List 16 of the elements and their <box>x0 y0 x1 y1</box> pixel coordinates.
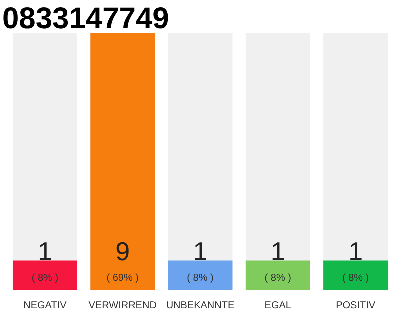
x-tick-label: EGAL <box>264 300 292 312</box>
x-tick-label: VERWIRREND <box>88 300 157 312</box>
annotation: 1 <box>270 236 286 266</box>
data-label: ( 69% ) <box>106 273 139 284</box>
annotation: 1 <box>193 236 208 266</box>
data-label: ( 8% ) <box>187 273 214 284</box>
x-tick-label: NEGATIV <box>24 300 68 312</box>
data-label: ( 8% ) <box>342 273 370 284</box>
x-tick-label: UNBEKANNTE <box>166 300 235 312</box>
annotation: 1 <box>38 236 52 266</box>
data-label: ( 8% ) <box>32 273 59 284</box>
chart-title: 0833147749 <box>2 2 170 36</box>
annotation: 9 <box>116 236 130 266</box>
data-label: ( 8% ) <box>264 273 292 284</box>
annotation: 1 <box>348 236 364 266</box>
x-tick-label: POSITIV <box>336 300 376 312</box>
